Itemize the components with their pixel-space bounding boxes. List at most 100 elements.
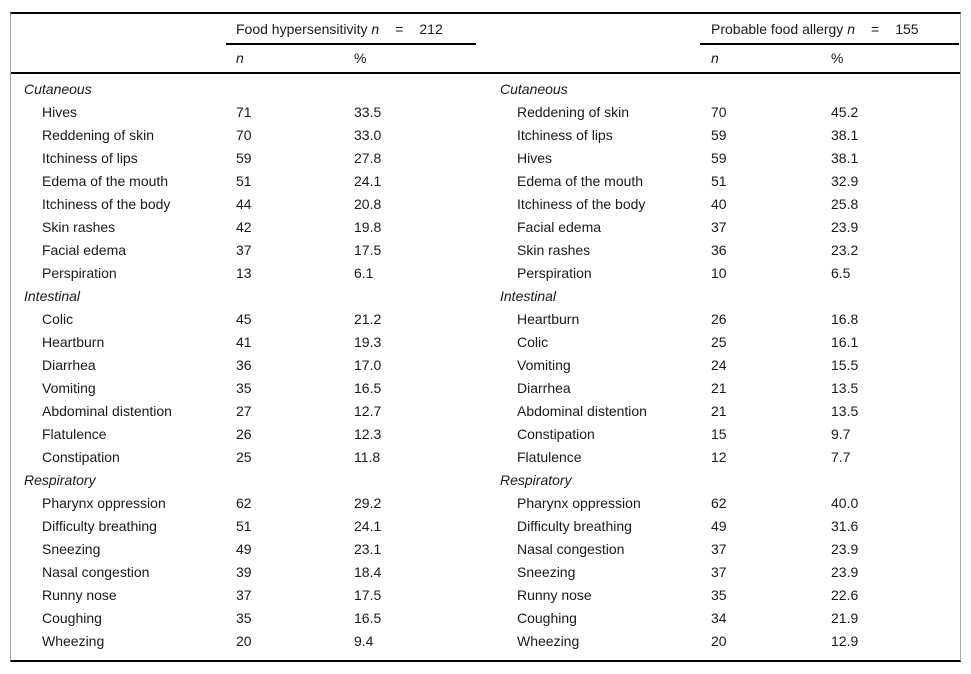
right-equals-sign: = <box>871 20 880 37</box>
left-symptom-label: Coughing <box>42 610 102 626</box>
right-symptom-label: Hives <box>517 150 553 166</box>
left-section-label: Intestinal <box>24 288 81 304</box>
left-symptom-pct: 17.0 <box>354 357 382 373</box>
right-symptom-pct: 23.9 <box>831 219 859 235</box>
right-symptom-pct: 23.2 <box>831 242 859 258</box>
right-symptom-label: Reddening of skin <box>517 104 630 120</box>
left-table-header: Food hypersensitivity n = 212 <box>226 14 476 45</box>
right-symptom-label: Edema of the mouth <box>517 173 644 189</box>
left-symptom-pct: 24.1 <box>354 173 382 189</box>
right-symptom-n: 20 <box>711 633 727 649</box>
left-symptom-label: Difficulty breathing <box>42 518 157 534</box>
left-table-title: Food hypersensitivity n <box>236 21 379 37</box>
left-symptom-label: Pharynx oppression <box>42 495 166 511</box>
left-symptom-label: Skin rashes <box>42 219 116 235</box>
right-n-symbol: n <box>847 20 855 37</box>
left-symptom-pct: 21.2 <box>354 311 382 327</box>
right-symptom-label: Facial edema <box>517 219 602 235</box>
left-symptom-n: 51 <box>236 518 252 534</box>
left-symptom-n: 45 <box>236 311 252 327</box>
left-n-symbol: n <box>371 20 380 37</box>
left-symptom-pct: 12.7 <box>354 403 382 419</box>
right-symptom-n: 24 <box>711 357 727 373</box>
empty-cell <box>354 285 490 308</box>
left-symptom-n: 36 <box>236 357 252 373</box>
left-symptom-label: Heartburn <box>42 334 105 350</box>
right-symptom-n: 70 <box>711 104 727 120</box>
empty-cell <box>354 78 490 101</box>
right-symptom-n: 10 <box>711 265 727 281</box>
left-section-label: Respiratory <box>24 472 96 488</box>
left-equals-sign: = <box>395 20 404 37</box>
left-symptom-label: Runny nose <box>42 587 117 603</box>
left-symptom-n: 71 <box>236 104 252 120</box>
right-symptom-label: Pharynx oppression <box>517 495 641 511</box>
empty-cell <box>831 78 962 101</box>
left-symptom-n: 35 <box>236 380 252 396</box>
right-symptom-pct: 23.9 <box>831 564 859 580</box>
right-symptom-label: Wheezing <box>517 633 580 649</box>
table-subheader-row: n % n % <box>11 45 960 74</box>
left-symptom-n: 41 <box>236 334 252 350</box>
left-symptom-pct: 27.8 <box>354 150 382 166</box>
left-symptom-pct: 16.5 <box>354 610 382 626</box>
left-total-count: 212 <box>419 20 443 37</box>
empty-cell <box>236 78 354 101</box>
left-symptom-n: 35 <box>236 610 252 626</box>
left-symptom-pct: 16.5 <box>354 380 382 396</box>
left-symptom-label: Itchiness of the body <box>42 196 171 212</box>
left-symptom-n: 44 <box>236 196 252 212</box>
left-symptom-label: Reddening of skin <box>42 127 155 143</box>
right-symptom-n: 21 <box>711 380 727 396</box>
left-symptom-n: 42 <box>236 219 252 235</box>
left-symptom-pct: 19.8 <box>354 219 382 235</box>
right-symptom-pct: 13.5 <box>831 403 859 419</box>
left-symptom-pct: 17.5 <box>354 587 382 603</box>
right-symptom-label: Vomiting <box>517 357 571 373</box>
left-symptom-n: 13 <box>236 265 252 281</box>
right-symptom-n: 35 <box>711 587 727 603</box>
right-table-title-text: Probable food allergy <box>711 20 844 37</box>
left-symptom-n: 26 <box>236 426 252 442</box>
right-symptom-n: 59 <box>711 127 727 143</box>
left-symptom-label: Sneezing <box>42 541 101 557</box>
right-symptom-pct: 12.9 <box>831 633 859 649</box>
empty-cell <box>354 469 490 492</box>
left-symptom-n: 27 <box>236 403 252 419</box>
right-symptom-n: 49 <box>711 518 727 534</box>
left-section-label: Cutaneous <box>24 81 92 97</box>
right-col-header-pct: % <box>831 50 844 66</box>
right-symptom-pct: 38.1 <box>831 127 859 143</box>
left-symptom-n: 37 <box>236 242 252 258</box>
left-symptom-pct: 20.8 <box>354 196 382 212</box>
right-symptom-label: Heartburn <box>517 311 580 327</box>
left-table-title-text: Food hypersensitivity <box>236 20 368 37</box>
right-section-label: Cutaneous <box>500 81 568 97</box>
left-symptom-pct: 18.4 <box>354 564 382 580</box>
right-symptom-n: 34 <box>711 610 727 626</box>
left-symptom-label: Flatulence <box>42 426 107 442</box>
empty-cell <box>236 469 354 492</box>
left-symptom-n: 51 <box>236 173 252 189</box>
left-symptom-pct: 9.4 <box>354 633 374 649</box>
left-symptom-label: Constipation <box>42 449 120 465</box>
right-symptom-label: Itchiness of lips <box>517 127 613 143</box>
right-symptom-label: Skin rashes <box>517 242 591 258</box>
right-symptom-pct: 45.2 <box>831 104 859 120</box>
left-symptom-label: Wheezing <box>42 633 105 649</box>
left-symptom-n: 25 <box>236 449 252 465</box>
right-symptom-pct: 22.6 <box>831 587 859 603</box>
left-symptom-label: Nasal congestion <box>42 564 150 580</box>
left-symptom-n: 20 <box>236 633 252 649</box>
symptoms-table: Food hypersensitivity n = 212 Probable f… <box>10 12 961 662</box>
right-symptom-n: 12 <box>711 449 727 465</box>
right-symptom-pct: 31.6 <box>831 518 859 534</box>
left-symptom-label: Edema of the mouth <box>42 173 169 189</box>
table-body: Cutaneous Cutaneous Hives 71 33.5 Reddening o… <box>11 74 960 660</box>
right-symptom-n: 59 <box>711 150 727 166</box>
right-symptom-n: 40 <box>711 196 727 212</box>
left-symptom-pct: 23.1 <box>354 541 382 557</box>
right-symptom-pct: 6.5 <box>831 265 851 281</box>
right-section-label: Intestinal <box>500 288 557 304</box>
right-symptom-n: 62 <box>711 495 727 511</box>
